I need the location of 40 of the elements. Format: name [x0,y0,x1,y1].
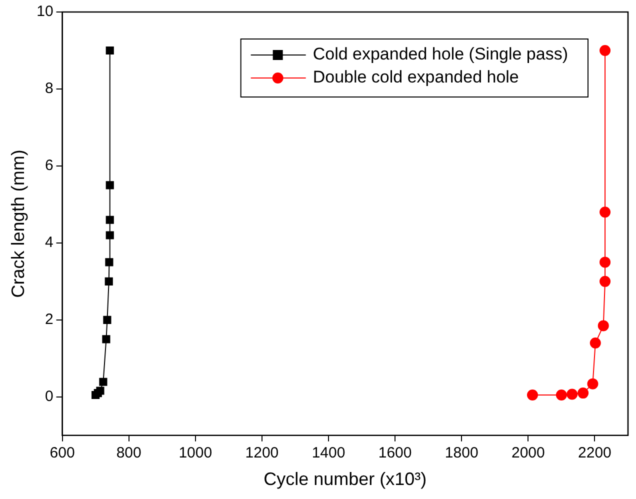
point [600,276,611,287]
point [105,258,114,266]
x-tick-label: 2200 [578,444,612,462]
point [600,44,611,56]
x-tick-label: 800 [116,444,142,462]
legend-label: Cold expanded hole (Single pass) [312,44,568,64]
point [106,231,114,240]
point [99,378,108,386]
point [600,206,611,218]
x-tick-label: 1600 [378,444,412,462]
point [600,256,611,268]
point [103,316,112,324]
y-tick-label: 6 [44,157,54,174]
point [102,335,110,344]
y-tick-label: 2 [44,311,54,328]
point [106,181,114,190]
x-tick-label: 1200 [245,444,279,462]
x-axis-title: Cycle number (x10³) [264,469,427,490]
point [566,388,578,400]
point [96,386,104,395]
legend-label: Double cold expanded hole [312,68,519,87]
x-tick-label: 1000 [178,444,212,462]
point [587,378,598,390]
y-tick-label: 4 [44,234,54,252]
x-tick-label: 600 [50,444,75,462]
y-axis-title: Crack length (mm) [8,150,28,298]
y-tick-label: 0 [44,388,54,406]
point [598,320,609,332]
point [104,277,113,286]
y-tick-label: 8 [44,80,54,98]
x-tick-label: 1400 [312,444,346,462]
point [556,389,567,400]
point [106,216,114,224]
point [578,388,589,399]
point [106,46,114,55]
x-tick-label: 1800 [444,444,478,462]
x-tick-label: 2000 [511,444,545,462]
point [526,389,538,400]
point [590,338,601,349]
y-tick-label: 10 [36,3,54,20]
